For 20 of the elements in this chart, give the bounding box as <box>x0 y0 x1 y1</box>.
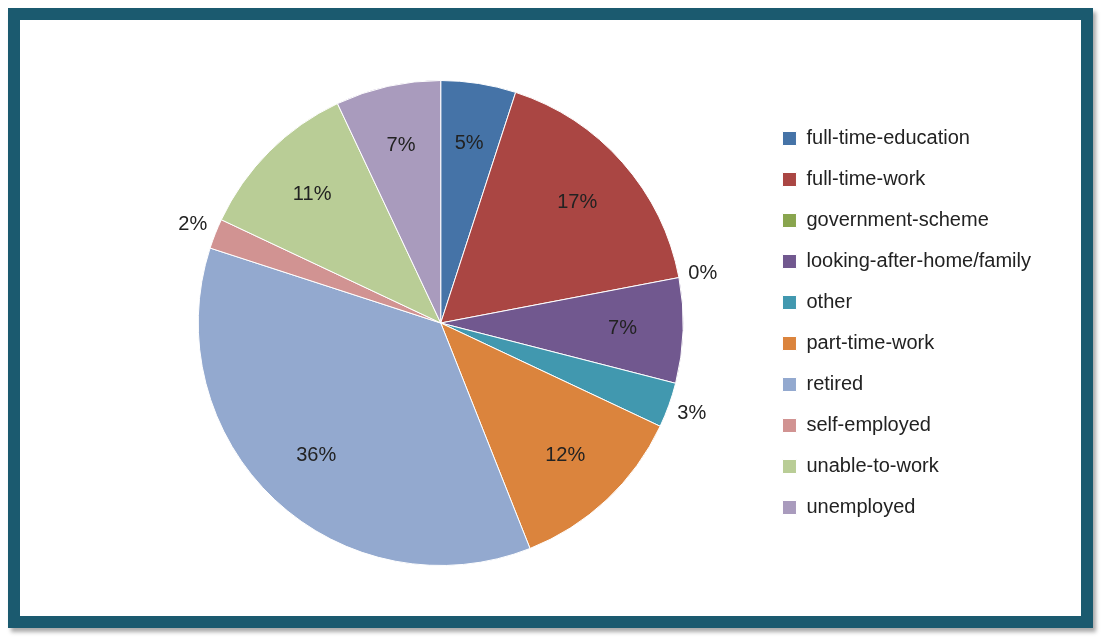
legend-label: full-time-work <box>806 167 927 190</box>
legend-label: other <box>806 290 853 313</box>
data-label: 5% <box>454 130 484 153</box>
data-label: 11% <box>292 181 332 204</box>
data-label: 12% <box>545 443 586 466</box>
legend-label: self-employed <box>806 413 931 436</box>
data-label: 3% <box>677 400 707 423</box>
data-label: 17% <box>557 190 598 213</box>
data-label: 2% <box>178 212 208 235</box>
legend-label: retired <box>806 372 864 395</box>
legend-label: unemployed <box>806 495 916 518</box>
legend-label: part-time-work <box>806 331 936 354</box>
legend-label: government-scheme <box>806 208 989 231</box>
data-label: 36% <box>296 443 337 466</box>
text: 0% <box>688 260 718 283</box>
legend-label: full-time-education <box>806 126 970 149</box>
data-label: 7% <box>608 316 638 339</box>
legend-label: unable-to-work <box>806 454 940 477</box>
legend-label: looking-after-home/family <box>806 249 1031 272</box>
data-label: 7% <box>386 133 416 156</box>
